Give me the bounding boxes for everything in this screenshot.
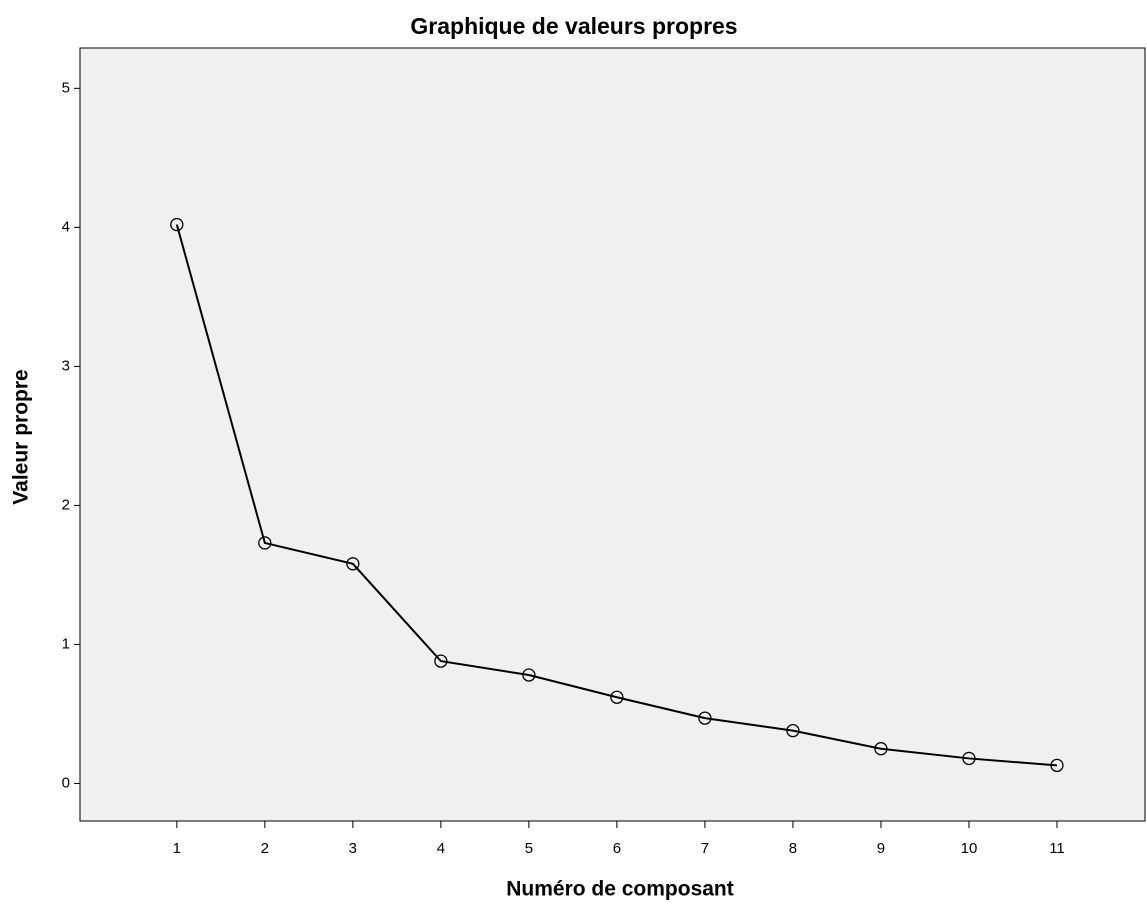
- y-tick-label: 2: [62, 496, 70, 513]
- x-tick-label: 10: [961, 840, 978, 857]
- y-tick-label: 5: [62, 79, 70, 96]
- chart-title: Graphique de valeurs propres: [410, 13, 737, 39]
- x-tick-label: 7: [701, 840, 709, 857]
- y-tick-label: 4: [62, 218, 70, 235]
- y-tick-label: 0: [62, 774, 70, 791]
- series-line: [175, 224, 1058, 767]
- point-marker: [698, 711, 712, 725]
- x-tick-label: 4: [437, 840, 445, 857]
- point-marker: [434, 654, 448, 668]
- x-axis-label: Numéro de composant: [506, 878, 734, 901]
- y-axis-label: Valeur propre: [10, 369, 33, 504]
- x-tick-label: 6: [613, 840, 621, 857]
- point-marker: [170, 217, 184, 232]
- x-tick-label: 11: [1049, 840, 1065, 857]
- point-marker: [346, 557, 360, 571]
- point-marker: [962, 751, 976, 766]
- x-tick-label: 3: [349, 840, 357, 857]
- plot-area: [79, 47, 1146, 822]
- point-marker: [874, 742, 888, 756]
- point-marker: [610, 690, 624, 704]
- point-marker: [1050, 758, 1064, 773]
- x-tick-label: 8: [789, 840, 797, 857]
- x-tick-label: 5: [525, 840, 533, 857]
- y-tick-label: 1: [62, 635, 70, 652]
- x-tick-label: 2: [261, 840, 269, 857]
- x-tick-label: 9: [877, 840, 885, 857]
- x-tick-label: 1: [173, 840, 181, 857]
- point-marker: [786, 723, 800, 738]
- y-tick-label: 3: [62, 357, 70, 374]
- point-marker: [522, 668, 536, 682]
- point-marker: [258, 536, 272, 550]
